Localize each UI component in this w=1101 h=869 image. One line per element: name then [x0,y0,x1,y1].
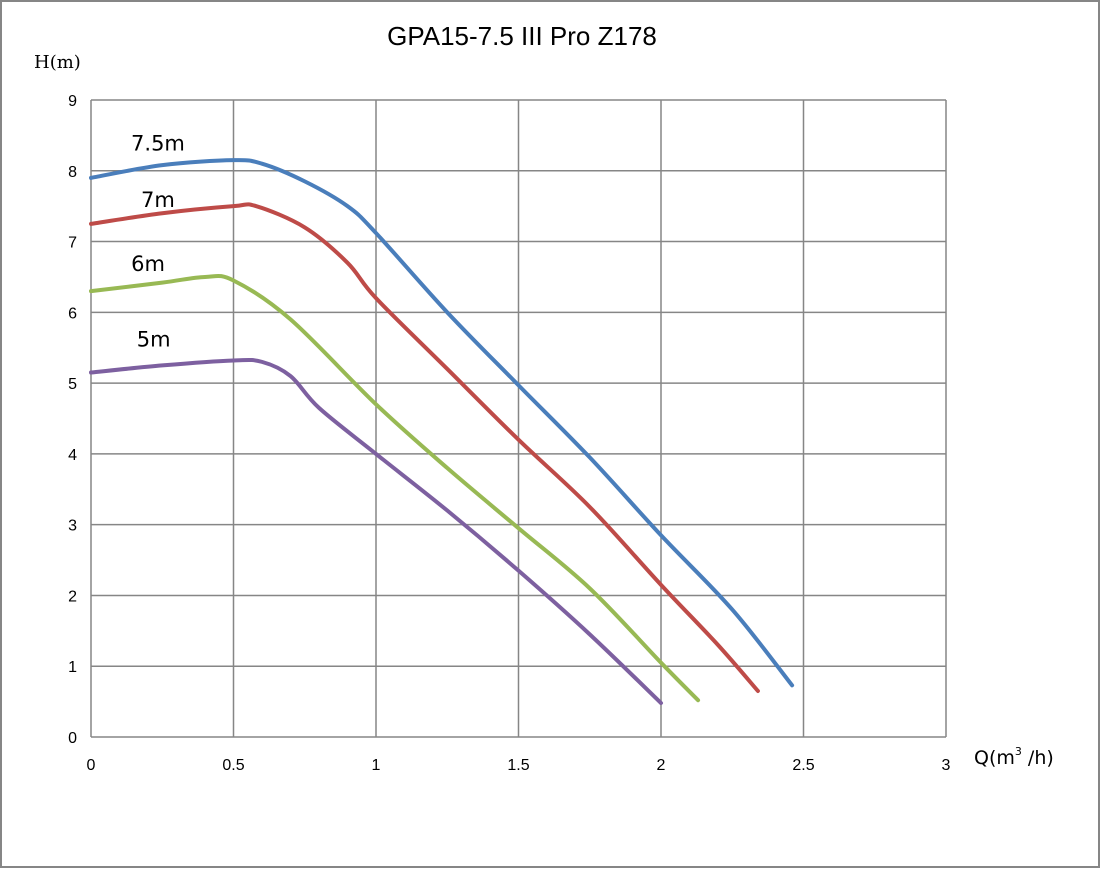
chart-title: GPA15-7.5 III Pro Z178 [387,21,657,51]
series-line-6m [89,273,701,703]
grid [90,99,947,738]
series-line-7.5m [89,158,795,688]
y-tick-label: 4 [68,447,77,464]
tick-labels: 0 0.5 1 1.5 2 2.5 3 0 1 2 3 4 5 6 7 8 9 [68,93,950,774]
series-label: 7m [141,188,175,212]
x-tick-label: 1 [372,757,381,774]
y-axis-label: H(m) [34,52,81,73]
y-tick-label: 6 [68,305,77,322]
y-tick-label: 3 [68,518,77,535]
x-tick-label: 0.5 [222,757,244,774]
series-lines [89,158,795,706]
y-tick-label: 9 [68,93,77,110]
series-label: 7.5m [131,131,185,155]
x-tick-label: 2 [657,757,666,774]
series-label: 6m [131,252,165,276]
series-label: 5m [137,328,171,352]
series-line-5m [89,357,663,706]
y-tick-label: 2 [68,588,77,605]
x-tick-label: 0 [87,757,96,774]
series-line-7m [89,202,760,693]
y-tick-label: 1 [68,659,77,676]
y-tick-label: 8 [68,164,77,181]
y-tick-label: 7 [68,235,77,252]
x-tick-label: 3 [942,757,951,774]
y-tick-label: 5 [68,376,77,393]
x-tick-label: 1.5 [507,757,529,774]
series-annotations: 7.5m 7m 6m 5m [131,131,185,351]
y-tick-label: 0 [68,730,77,747]
x-axis-label: Q(m3 /h) [974,745,1054,769]
x-tick-label: 2.5 [792,757,814,774]
